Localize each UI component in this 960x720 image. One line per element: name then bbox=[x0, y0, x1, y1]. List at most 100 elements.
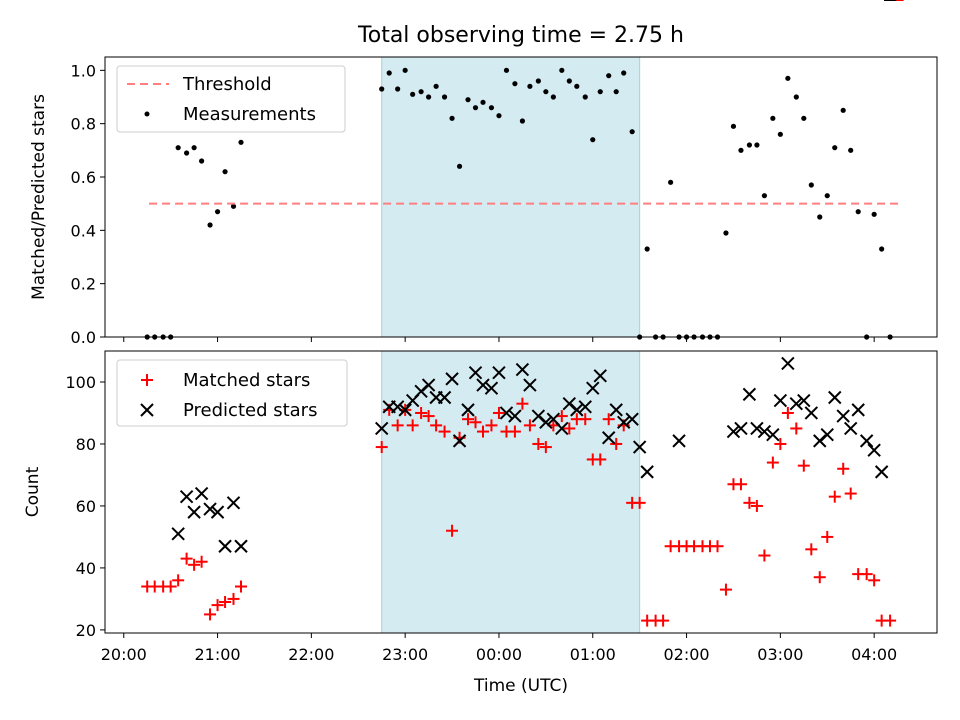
matched-star-marker bbox=[477, 425, 490, 438]
measurement-point bbox=[191, 145, 197, 151]
matched-star-marker bbox=[594, 453, 607, 466]
measurement-point bbox=[543, 89, 549, 95]
x-tick-label: 00:00 bbox=[476, 645, 522, 664]
predicted-star-marker bbox=[578, 400, 592, 414]
predicted-star-marker bbox=[742, 387, 757, 402]
measurement-point bbox=[238, 139, 244, 145]
predicted-star-marker bbox=[492, 365, 506, 380]
measurement-point bbox=[730, 123, 737, 129]
measurement-point bbox=[746, 142, 753, 148]
bottom-panel: 20 40 60 80 100 20:00 21:00 22:00 23:00 00:00 01:… bbox=[23, 0, 938, 696]
measurement-point bbox=[503, 67, 510, 73]
predicted-star-marker bbox=[874, 465, 889, 479]
matched-star-marker bbox=[884, 614, 897, 627]
top-x-ticks bbox=[123, 337, 875, 342]
top-y-tick-label: 0.8 bbox=[71, 115, 96, 134]
predicted-star-marker bbox=[632, 440, 647, 454]
measurement-point bbox=[770, 115, 776, 121]
top-y-ticks: 0.0 0.2 0.4 0.6 0.8 1.0 bbox=[71, 61, 105, 347]
predicted-star-marker bbox=[617, 415, 631, 429]
x-tick-label: 21:00 bbox=[195, 645, 241, 664]
x-tick-label: 23:00 bbox=[382, 645, 428, 664]
matched-star-marker bbox=[539, 441, 552, 454]
measurement-point bbox=[848, 147, 854, 153]
matched-star-marker bbox=[828, 490, 841, 503]
measurement-point bbox=[629, 129, 635, 135]
bottom-y-tick-label: 60 bbox=[76, 497, 96, 516]
predicted-star-marker bbox=[194, 486, 209, 501]
top-measurement-points bbox=[144, 67, 893, 340]
predicted-star-marker bbox=[750, 421, 764, 436]
legend-matched-swatch bbox=[141, 374, 153, 386]
predicted-star-marker bbox=[570, 403, 584, 417]
predicted-star-marker bbox=[867, 443, 881, 457]
matched-star-marker bbox=[438, 425, 451, 438]
bottom-legend-box bbox=[116, 359, 348, 427]
matched-star-marker bbox=[375, 441, 388, 454]
matched-star-marker bbox=[430, 419, 443, 432]
predicted-star-marker bbox=[187, 505, 201, 519]
measurement-point bbox=[402, 67, 408, 73]
predicted-star-marker bbox=[461, 403, 475, 417]
measurement-point bbox=[426, 94, 432, 100]
x-tick-label: 02:00 bbox=[664, 645, 710, 664]
predicted-star-marker bbox=[484, 381, 499, 395]
measurement-point bbox=[559, 67, 565, 73]
matched-stars-markers bbox=[141, 0, 904, 627]
predicted-star-marker bbox=[539, 415, 553, 429]
matched-star-marker bbox=[844, 487, 857, 500]
predicted-star-marker bbox=[171, 527, 185, 541]
matched-star-marker bbox=[805, 543, 818, 556]
predicted-star-marker bbox=[586, 381, 600, 395]
measurement-point bbox=[519, 118, 526, 124]
legend-threshold-label: Threshold bbox=[182, 74, 272, 95]
matched-star-marker bbox=[462, 413, 475, 426]
predicted-star-marker bbox=[672, 434, 686, 448]
matched-star-marker bbox=[422, 410, 435, 423]
predicted-star-marker bbox=[210, 505, 225, 519]
predicted-star-marker bbox=[836, 409, 850, 423]
matched-star-marker bbox=[797, 459, 810, 472]
matched-star-marker bbox=[781, 406, 794, 419]
predicted-star-marker bbox=[726, 424, 741, 439]
predicted-star-marker bbox=[640, 465, 654, 479]
top-panel: 0.0 0.2 0.4 0.6 0.8 1.0 Matched/Predicted sta… bbox=[29, 56, 938, 347]
measurement-point bbox=[606, 73, 612, 79]
measurement-point bbox=[175, 145, 181, 151]
predicted-star-marker bbox=[226, 496, 241, 510]
measurement-point bbox=[410, 91, 416, 97]
x-tick-label: 04:00 bbox=[851, 645, 897, 664]
measurement-point bbox=[449, 115, 455, 121]
predicted-star-marker bbox=[234, 539, 248, 553]
measurement-point bbox=[574, 83, 580, 89]
top-observing-window bbox=[381, 56, 641, 338]
predicted-star-marker bbox=[375, 421, 389, 436]
predicted-star-marker bbox=[734, 421, 748, 436]
measurement-point bbox=[879, 246, 885, 252]
measurement-point bbox=[222, 169, 228, 175]
matched-star-marker bbox=[734, 478, 747, 491]
predicted-star-marker bbox=[859, 434, 874, 448]
measurement-point bbox=[590, 137, 596, 143]
measurement-point bbox=[801, 115, 807, 121]
bottom-x-ticks: 20:00 21:00 22:00 23:00 00:00 01:00 02:00 03:00… bbox=[101, 633, 897, 664]
bottom-y-tick-label: 40 bbox=[76, 559, 96, 578]
measurement-point bbox=[761, 193, 768, 199]
predicted-star-marker bbox=[218, 539, 232, 553]
predicted-star-marker bbox=[523, 378, 537, 392]
measurement-point bbox=[723, 230, 729, 236]
matched-star-marker bbox=[195, 555, 208, 568]
top-y-tick-label: 0.2 bbox=[71, 275, 96, 294]
measurement-point bbox=[566, 78, 572, 84]
matched-star-marker bbox=[579, 413, 592, 426]
bottom-y-tick-label: 80 bbox=[76, 435, 96, 454]
matched-star-marker bbox=[868, 574, 881, 587]
predicted-star-marker bbox=[609, 403, 623, 417]
matched-star-marker bbox=[719, 583, 732, 596]
predicted-star-marker bbox=[804, 406, 819, 420]
measurement-point bbox=[418, 89, 424, 95]
measurement-point bbox=[480, 99, 486, 105]
matched-star-marker bbox=[750, 499, 763, 512]
matched-star-marker bbox=[172, 574, 185, 587]
